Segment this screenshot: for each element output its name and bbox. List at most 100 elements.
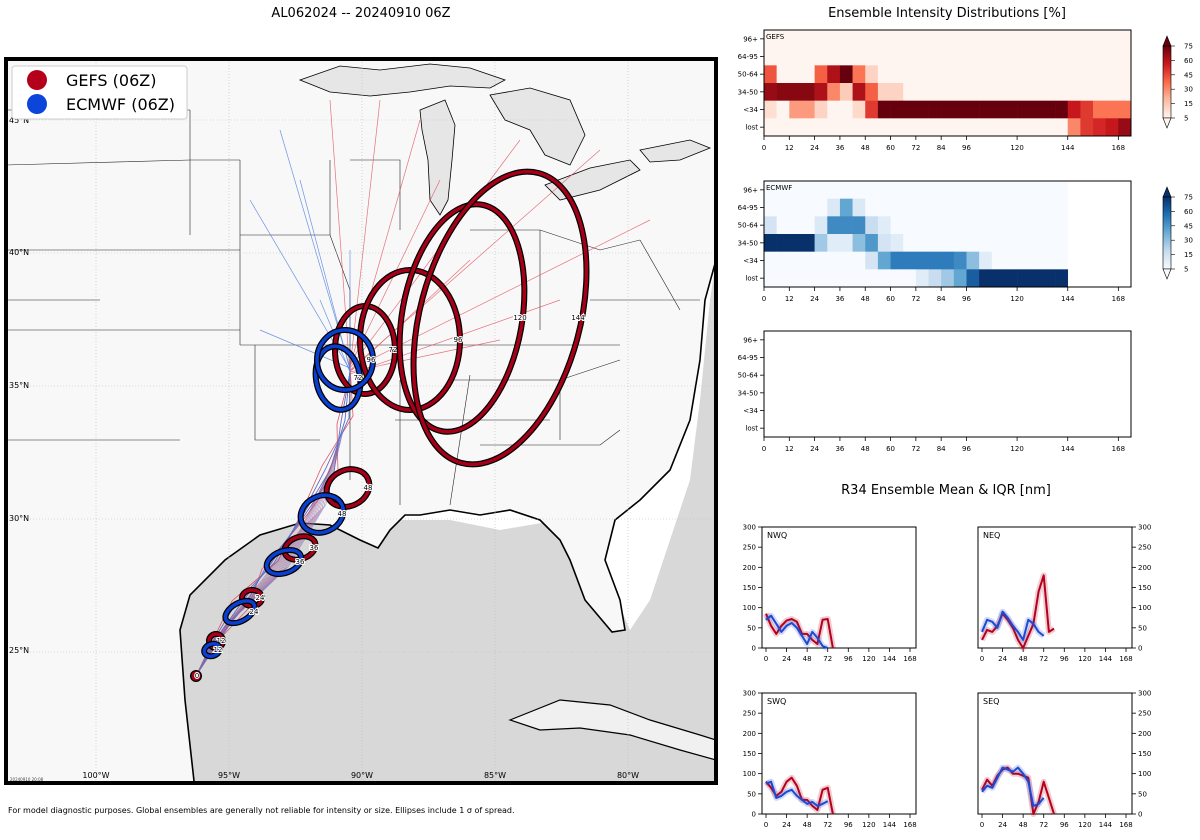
heatmap-cell [890,47,904,66]
heatmap-cell [776,100,790,119]
lake-ontario [639,139,712,163]
heatmap-cell [928,269,942,288]
heatmap-cell [903,234,917,252]
colorbar-gefs-top [1162,35,1172,47]
heatmap-cell [903,269,917,288]
r34-x-tick-label: 168 [903,655,916,663]
r34-panel-frame [977,692,1133,815]
heatmap-cell [953,47,967,66]
heatmap-cell [991,181,1005,199]
heatmap-cell [776,65,790,84]
map-panel: 0 12 24 36 48 72 96 120 144 12 24 36 48 72 96 45°N 40°… [4,57,718,785]
r34-panel-frame [977,526,1133,649]
heatmap-cell [839,181,853,199]
heatmap-cell [865,251,879,270]
heatmap-cell [839,198,853,217]
heatmap-cell [953,216,967,235]
heatmap-cell [801,65,815,84]
colorbar-ecmwf-bottom [1162,268,1172,280]
colorbar-ecmwf-bar [1162,196,1172,270]
heatmap-cell [789,100,803,119]
gefs-ellipse-label: 48 [364,484,373,492]
heatmap-cell [764,234,777,252]
heatmap-cell [1067,65,1081,84]
heatmap-cell [941,234,955,252]
heatmap-cell [1080,47,1094,66]
intensity-x-tick-label: 24 [810,144,819,152]
r34-x-tick-label: 96 [844,655,853,663]
heatmap-cell [991,100,1005,119]
footer-note: For model diagnostic purposes. Global en… [8,806,515,815]
gefs-mean-line [981,574,1055,649]
r34-panel-label: NWQ [767,531,787,540]
heatmap-cell [1055,47,1069,66]
r34-x-tick-label: 0 [980,821,984,829]
r34-y-tick-label: 250 [743,544,756,552]
heatmap-cell [877,216,891,235]
r34-x-tick-label: 96 [844,821,853,829]
heatmap-cell [776,251,790,270]
heatmap-cell [1004,269,1018,288]
heatmap-cell [1042,216,1056,235]
r34-x-tick-label: 24 [998,655,1007,663]
heatmap-cell [1004,234,1018,252]
heatmap-cell [928,198,942,217]
gefs-ellipse-label: 0 [195,672,199,680]
heatmap-cell [1029,100,1043,119]
heatmap-cell [1093,30,1106,48]
lat-label-35: 35°N [9,381,29,390]
gefs-ellipse-fill [191,671,201,681]
heatmap-cell [1055,118,1069,137]
heatmap-cell [1017,30,1031,48]
intensity-row-label: 50-64 [738,71,759,79]
heatmap-cell [991,269,1005,288]
heatmap-cell [852,47,866,66]
heatmap-cell [928,100,942,119]
heatmap-cell [966,269,980,288]
map-geography: 0 12 24 36 48 72 96 120 144 12 24 36 48 72 96 [6,59,716,783]
heatmap-cell [915,100,929,119]
heatmap-cell [941,30,955,48]
heatmap-cell [890,251,904,270]
colorbar-gefs-ticks: 75 60 45 30 15 5 [1171,43,1193,123]
heatmap-cell [1042,269,1056,288]
intensity-x-tick-label: 120 [1010,295,1023,303]
intensity-panel: GEFS 96+ 64-95 50-64 34-50 <34 lost 0 12 24 36 48 60… [738,29,1132,152]
heatmap-cell [814,181,828,199]
heatmap-cell [1080,100,1094,119]
gefs-ellipse: 12 [206,631,226,651]
heatmap-cell [865,234,879,252]
intensity-panel-label: ECMWF [766,184,792,192]
heatmap-cell [852,216,866,235]
gefs-ellipse-label: 144 [571,314,585,322]
heatmap-cell [1093,83,1106,101]
heatmap-cell [877,65,891,84]
heatmap-cell [890,234,904,252]
heatmap-cell [1004,251,1018,270]
intensity-row-label: 34-50 [738,389,758,397]
r34-y-tick-label: 0 [1138,811,1142,819]
r34-x-tick-label: 96 [1060,821,1069,829]
r34-x-tick-label: 168 [1119,655,1132,663]
heatmap-cell [1055,83,1069,101]
heatmap-cell [1029,118,1043,137]
ecmwf-ellipse-fill [264,548,304,576]
intensity-row-label: lost [745,275,758,283]
heatmap-cell [1029,251,1043,270]
lon-label-80: 80°W [617,771,639,780]
heatmap-cell [979,118,993,137]
heatmap-cell [953,118,967,137]
heatmap-cell [1042,118,1056,137]
intensity-row-label: lost [745,124,758,132]
heatmap-cell [1042,47,1056,66]
r34-x-tick-label: 120 [862,655,875,663]
intensity-row-label: 34-50 [738,239,758,247]
heatmap-cell [991,65,1005,84]
heatmap-cell [1093,47,1106,66]
intensity-panel-frame [763,180,1132,288]
heatmap-cell [1042,65,1056,84]
heatmap-cell [1017,118,1031,137]
heatmap-cell [1017,234,1031,252]
intensity-row-label: 96+ [743,336,758,344]
ecmwf-ellipse-label: 36 [296,558,305,566]
